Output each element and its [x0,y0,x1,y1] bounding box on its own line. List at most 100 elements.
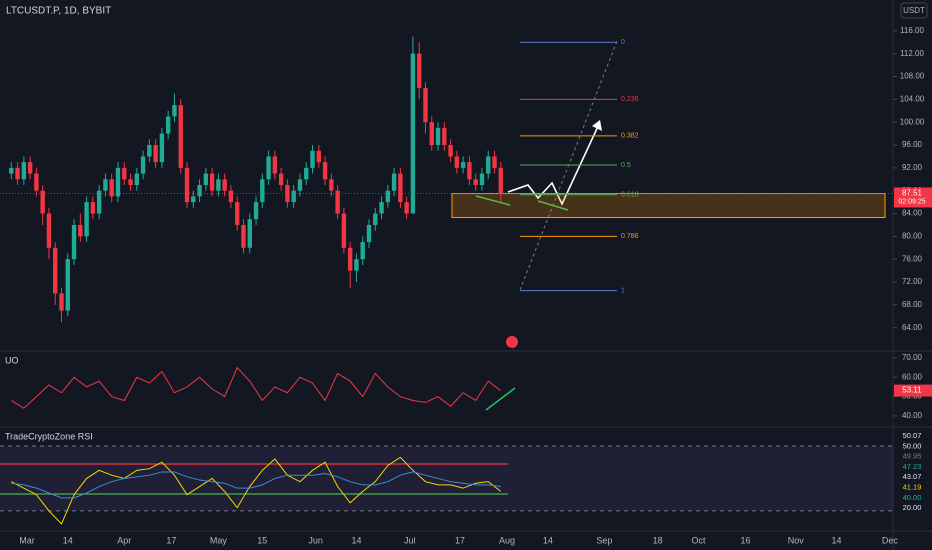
candle-body [278,173,284,185]
candle-body [59,293,64,311]
y-tick-label: 104.00 [900,94,925,103]
candle-body [492,156,497,168]
fib-label: 0.236 [621,96,639,103]
candle-body [297,179,303,191]
rsi-title: TradeCryptoZone RSI [5,431,93,441]
y-tick-label: 70.00 [902,353,923,362]
value-badge-label: 40.00 [903,493,922,502]
y-tick-label: 80.00 [902,231,923,240]
candle-body [253,202,259,220]
x-tick-label: 14 [832,535,842,545]
y-tick-label: 60.00 [902,372,923,381]
candle-body [442,127,447,146]
currency-label[interactable]: USDT [903,6,925,15]
y-tick-label: 64.00 [902,323,923,332]
candle-body [222,179,227,191]
y-tick-label: 108.00 [900,72,925,81]
value-badge-label: 50.07 [903,431,922,440]
fib-label: 0 [621,39,625,46]
currency-button[interactable] [900,2,928,19]
x-tick-label: Jul [404,535,416,545]
candle-body [40,190,45,214]
divergence-line [475,195,511,206]
candle-body [391,173,397,191]
candle-body [498,167,503,194]
x-tick-label: Apr [117,535,131,545]
x-tick-label: 16 [741,535,751,545]
candle-body [9,167,14,174]
candle-body [78,224,83,237]
x-tick-label: Nov [788,535,805,545]
candle-body [53,247,58,294]
candle-body [153,145,158,163]
divergence-line [485,387,516,411]
candle-body [266,156,271,180]
x-tick-label: 14 [63,535,73,545]
candle-body [46,213,52,248]
candle-body [134,173,140,185]
value-badge [894,384,932,397]
candle-body [304,167,309,180]
candle-body [27,162,33,174]
candle-body [109,179,114,197]
candle-body [172,105,177,117]
y-tick-label: 112.00 [900,49,924,58]
candle-body [285,184,290,203]
candle-body [191,196,196,203]
candle-body [373,213,378,225]
candle-body [479,173,485,185]
candle-body [197,184,202,197]
indicator-line [11,471,501,499]
x-tick-label: Jun [308,535,323,545]
x-tick-label: May [210,535,228,545]
candle-body [316,150,321,163]
fib-label: 0.786 [621,233,639,240]
event-icon[interactable] [506,336,518,348]
value-badge-label: 53.11 [902,386,922,395]
candle-body [272,156,278,174]
x-tick-label: 17 [166,535,176,545]
candle-body [448,145,453,157]
candle-body [410,53,416,214]
candle-body [260,179,265,203]
fib-label: 0.5 [621,162,631,169]
candle-body [354,259,359,271]
x-tick-label: Sep [596,535,612,545]
y-tick-label: 84.00 [902,209,923,218]
candle-body [228,190,234,203]
candle-body [379,202,384,214]
candle-body [122,167,127,180]
candle-body [435,127,441,146]
candle-body [247,219,252,248]
candle-body [360,242,365,260]
value-badge-label: 41.19 [903,482,922,491]
countdown: 02:09:25 [898,198,925,205]
last-price-label: 87.51 [902,189,923,198]
candle-body [96,190,102,214]
candle-body [417,53,422,88]
candle-body [454,156,460,168]
candle-body [398,173,403,203]
candle-body [473,179,478,185]
x-tick-label: 15 [257,535,267,545]
y-tick-label: 40.00 [902,411,923,420]
candle-body [90,202,96,214]
fib-label: 0.382 [621,133,639,140]
x-tick-label: Aug [499,535,515,545]
x-tick-label: Mar [19,535,35,545]
candle-body [115,167,121,197]
candle-body [147,145,152,157]
candle-body [165,116,171,134]
candle-body [209,173,215,191]
value-badge-label: 49.95 [903,452,922,461]
x-tick-label: 18 [653,535,663,545]
x-tick-label: 14 [543,535,553,545]
candle-body [71,224,77,260]
symbol-title: LTCUSDT.P, 1D, BYBIT [6,6,111,17]
last-price-badge [894,187,932,208]
value-badge-label: 43.07 [903,472,922,481]
candle-body [460,162,466,168]
y-tick-label: 76.00 [902,254,923,263]
